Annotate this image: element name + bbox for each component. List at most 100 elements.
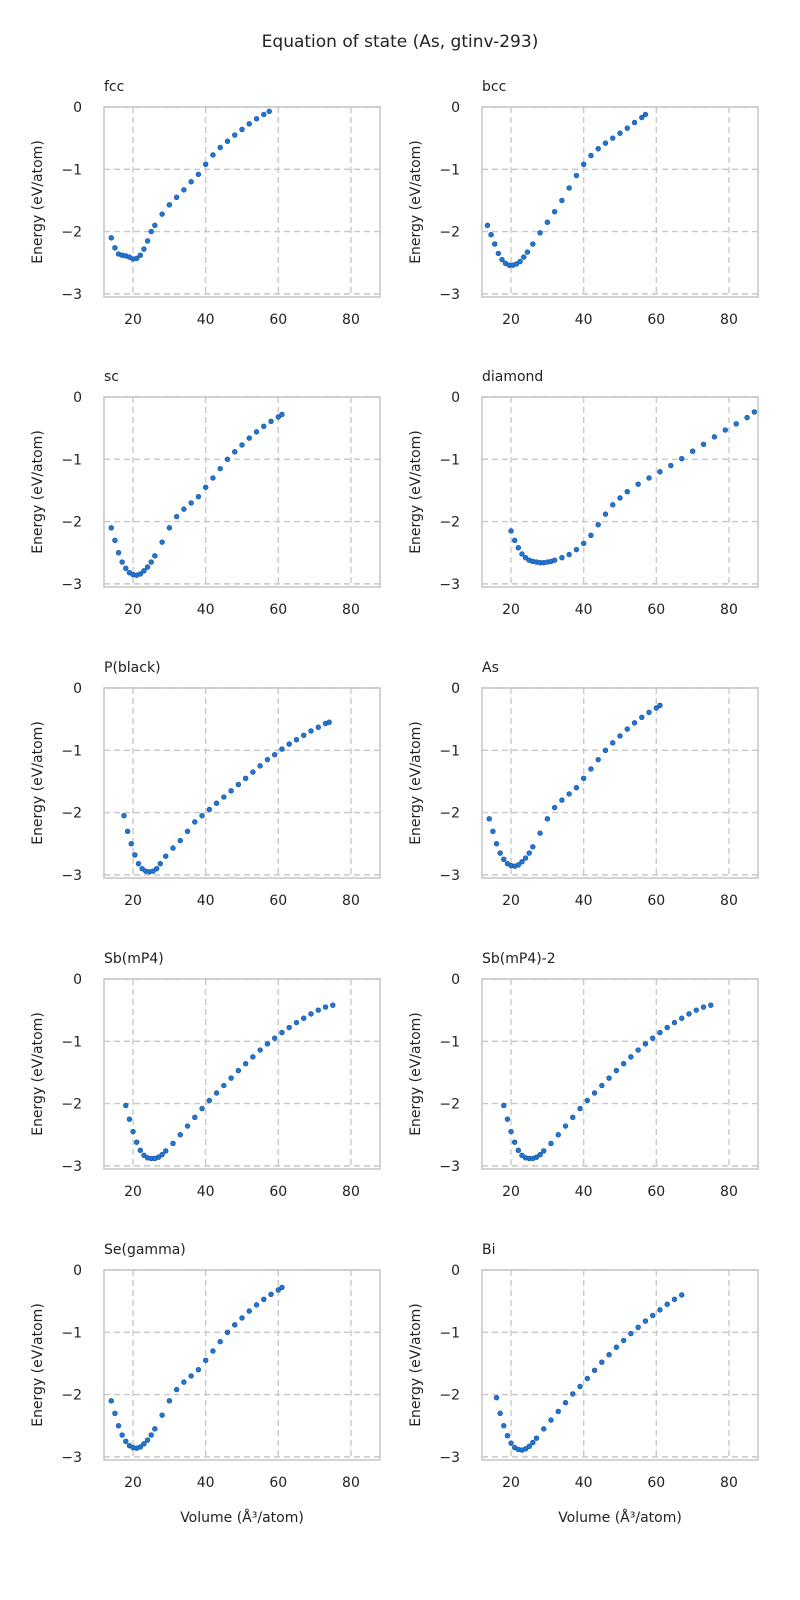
data-point (144, 1437, 151, 1443)
data-point (733, 421, 739, 427)
data-point (562, 1399, 569, 1406)
x-tick-label: 60 (269, 1184, 287, 1200)
data-points (121, 719, 332, 875)
data-point (202, 484, 209, 491)
x-tick-label: 60 (647, 1475, 665, 1491)
x-tick-label: 20 (124, 312, 142, 328)
data-point (522, 855, 529, 861)
data-point (268, 418, 274, 424)
data-point (217, 465, 223, 472)
data-point (584, 1097, 591, 1104)
data-points (501, 1002, 714, 1162)
x-tick-label: 40 (575, 893, 593, 909)
panel-9: Bi 20 40 60 80 0 −1 −2 −3 Energy (eV/atom) Volume … (408, 1242, 759, 1526)
data-point (657, 702, 663, 709)
y-tick-label: −3 (61, 287, 82, 303)
plot-frame (481, 687, 759, 879)
y-tick-label: −2 (439, 1097, 460, 1113)
data-point (617, 733, 623, 739)
data-point (497, 1410, 503, 1416)
x-tick-label: 20 (124, 1475, 142, 1491)
y-tick-label: −2 (61, 806, 82, 822)
panel-6: Sb(mP4) 20 40 60 80 0 −1 −2 −3 Energy (eV/atom) (30, 951, 381, 1200)
data-point (148, 1432, 154, 1438)
data-point (577, 1105, 583, 1112)
data-point (124, 828, 131, 834)
y-tick-label: −3 (439, 1159, 460, 1175)
data-point (163, 853, 169, 859)
data-point (308, 1011, 314, 1017)
data-point (559, 197, 565, 204)
y-axis-label: Energy (eV/atom) (30, 1303, 46, 1427)
data-point (232, 132, 238, 138)
panel-title: Sb(mP4)-2 (482, 951, 556, 967)
data-point (573, 172, 580, 179)
panel-title: Bi (482, 1242, 496, 1258)
data-point (664, 1024, 670, 1031)
data-point (250, 769, 256, 775)
x-tick-label: 20 (502, 312, 520, 328)
data-point (166, 1398, 173, 1404)
x-tick-label: 40 (197, 312, 215, 328)
x-tick-label: 80 (342, 1184, 360, 1200)
data-point (519, 551, 525, 557)
data-point (526, 1443, 532, 1449)
y-tick-label: −2 (61, 1388, 82, 1404)
plot-frame (103, 978, 381, 1170)
x-tick-label: 40 (197, 1184, 215, 1200)
data-point (148, 228, 154, 235)
data-point (112, 1410, 118, 1416)
data-points (493, 1292, 685, 1453)
data-point (210, 475, 216, 481)
data-point (224, 138, 231, 144)
data-point (253, 429, 260, 435)
data-point (301, 1015, 307, 1021)
data-point (119, 559, 125, 565)
x-tick-label: 80 (720, 893, 738, 909)
data-point (679, 455, 685, 462)
panel-4: P(black) 20 40 60 80 0 −1 −2 −3 Energy (eV/atom) (30, 660, 381, 909)
y-tick-label: −3 (439, 868, 460, 884)
data-point (548, 1140, 554, 1147)
data-point (559, 797, 565, 803)
data-point (170, 845, 176, 851)
data-point (173, 194, 180, 201)
data-point (599, 1359, 605, 1365)
data-points (108, 108, 272, 262)
data-point (679, 1015, 685, 1021)
data-point (173, 1386, 180, 1393)
data-point (501, 1423, 507, 1429)
data-point (501, 1102, 507, 1109)
data-point (515, 545, 522, 551)
data-point (573, 784, 580, 791)
data-point (588, 152, 594, 159)
data-point (239, 442, 245, 448)
data-point (573, 546, 580, 553)
data-point (511, 537, 518, 543)
data-point (150, 868, 156, 874)
data-point (232, 449, 238, 455)
data-point (108, 235, 114, 241)
figure-title: Equation of state (As, gtinv-293) (262, 32, 539, 52)
data-point (188, 500, 194, 506)
data-point (511, 1139, 518, 1145)
data-point (679, 1292, 685, 1298)
data-point (264, 756, 271, 763)
data-point (228, 788, 234, 794)
data-point (591, 1090, 598, 1096)
data-point (624, 488, 630, 495)
data-point (606, 1352, 612, 1358)
data-point (537, 1151, 543, 1158)
data-point (144, 238, 151, 244)
data-point (519, 1152, 525, 1158)
data-point (671, 1019, 678, 1026)
data-point (123, 565, 129, 572)
data-point (613, 1344, 620, 1350)
data-point (488, 232, 494, 238)
data-point (163, 1148, 169, 1154)
x-tick-label: 80 (720, 1184, 738, 1200)
data-point (293, 737, 300, 743)
x-axis-label: Volume (Å³/atom) (180, 1509, 304, 1526)
panel-1: bcc 20 40 60 80 0 −1 −2 −3 Energy (eV/atom) (408, 79, 759, 328)
data-point (181, 1379, 187, 1385)
